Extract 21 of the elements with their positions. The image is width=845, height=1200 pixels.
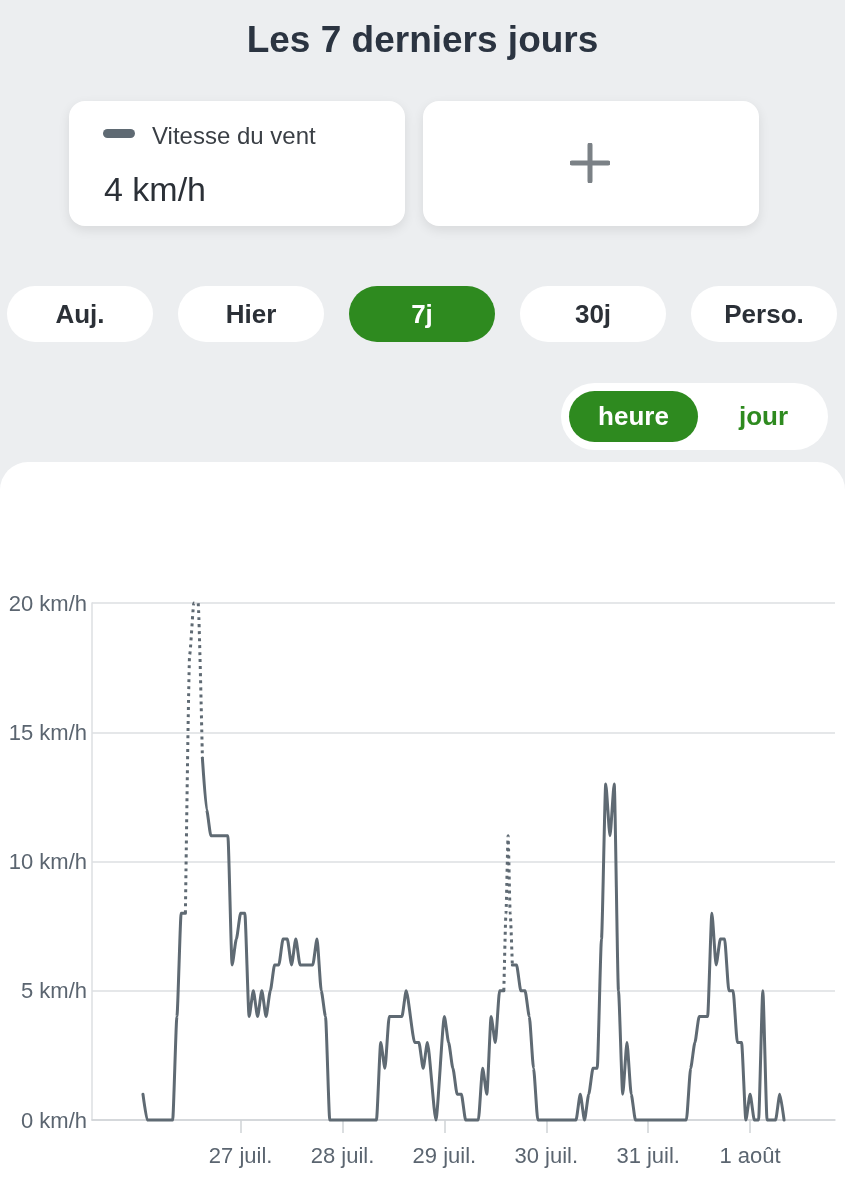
x-tick-label: 29 juil. [412,1142,477,1168]
y-tick-label: 20 km/h [8,590,87,616]
legend-label: Vitesse du vent [152,121,316,151]
text: Perso. [691,286,837,342]
y-tick-label: 15 km/h [8,719,87,745]
text: 30j [520,286,666,342]
y-tick-label: 5 km/h [20,978,87,1004]
text: Hier [178,286,324,342]
x-tick-label: 30 juil. [514,1142,579,1168]
x-tick-label: 31 juil. [616,1142,680,1168]
text: heure [569,391,698,442]
text: 7j [349,286,495,342]
y-tick-label: 10 km/h [8,849,87,874]
text: jour [699,391,828,442]
text: Auj. [7,286,153,342]
text: 4 km/h [104,169,207,209]
chart-title: Les 7 derniers jours [245,18,600,62]
x-tick-label: 27 juil. [208,1142,273,1168]
x-tick-label: 28 juil. [310,1142,375,1168]
y-tick-label: 0 km/h [20,1107,87,1133]
x-tick-label: 1 août [719,1142,781,1168]
